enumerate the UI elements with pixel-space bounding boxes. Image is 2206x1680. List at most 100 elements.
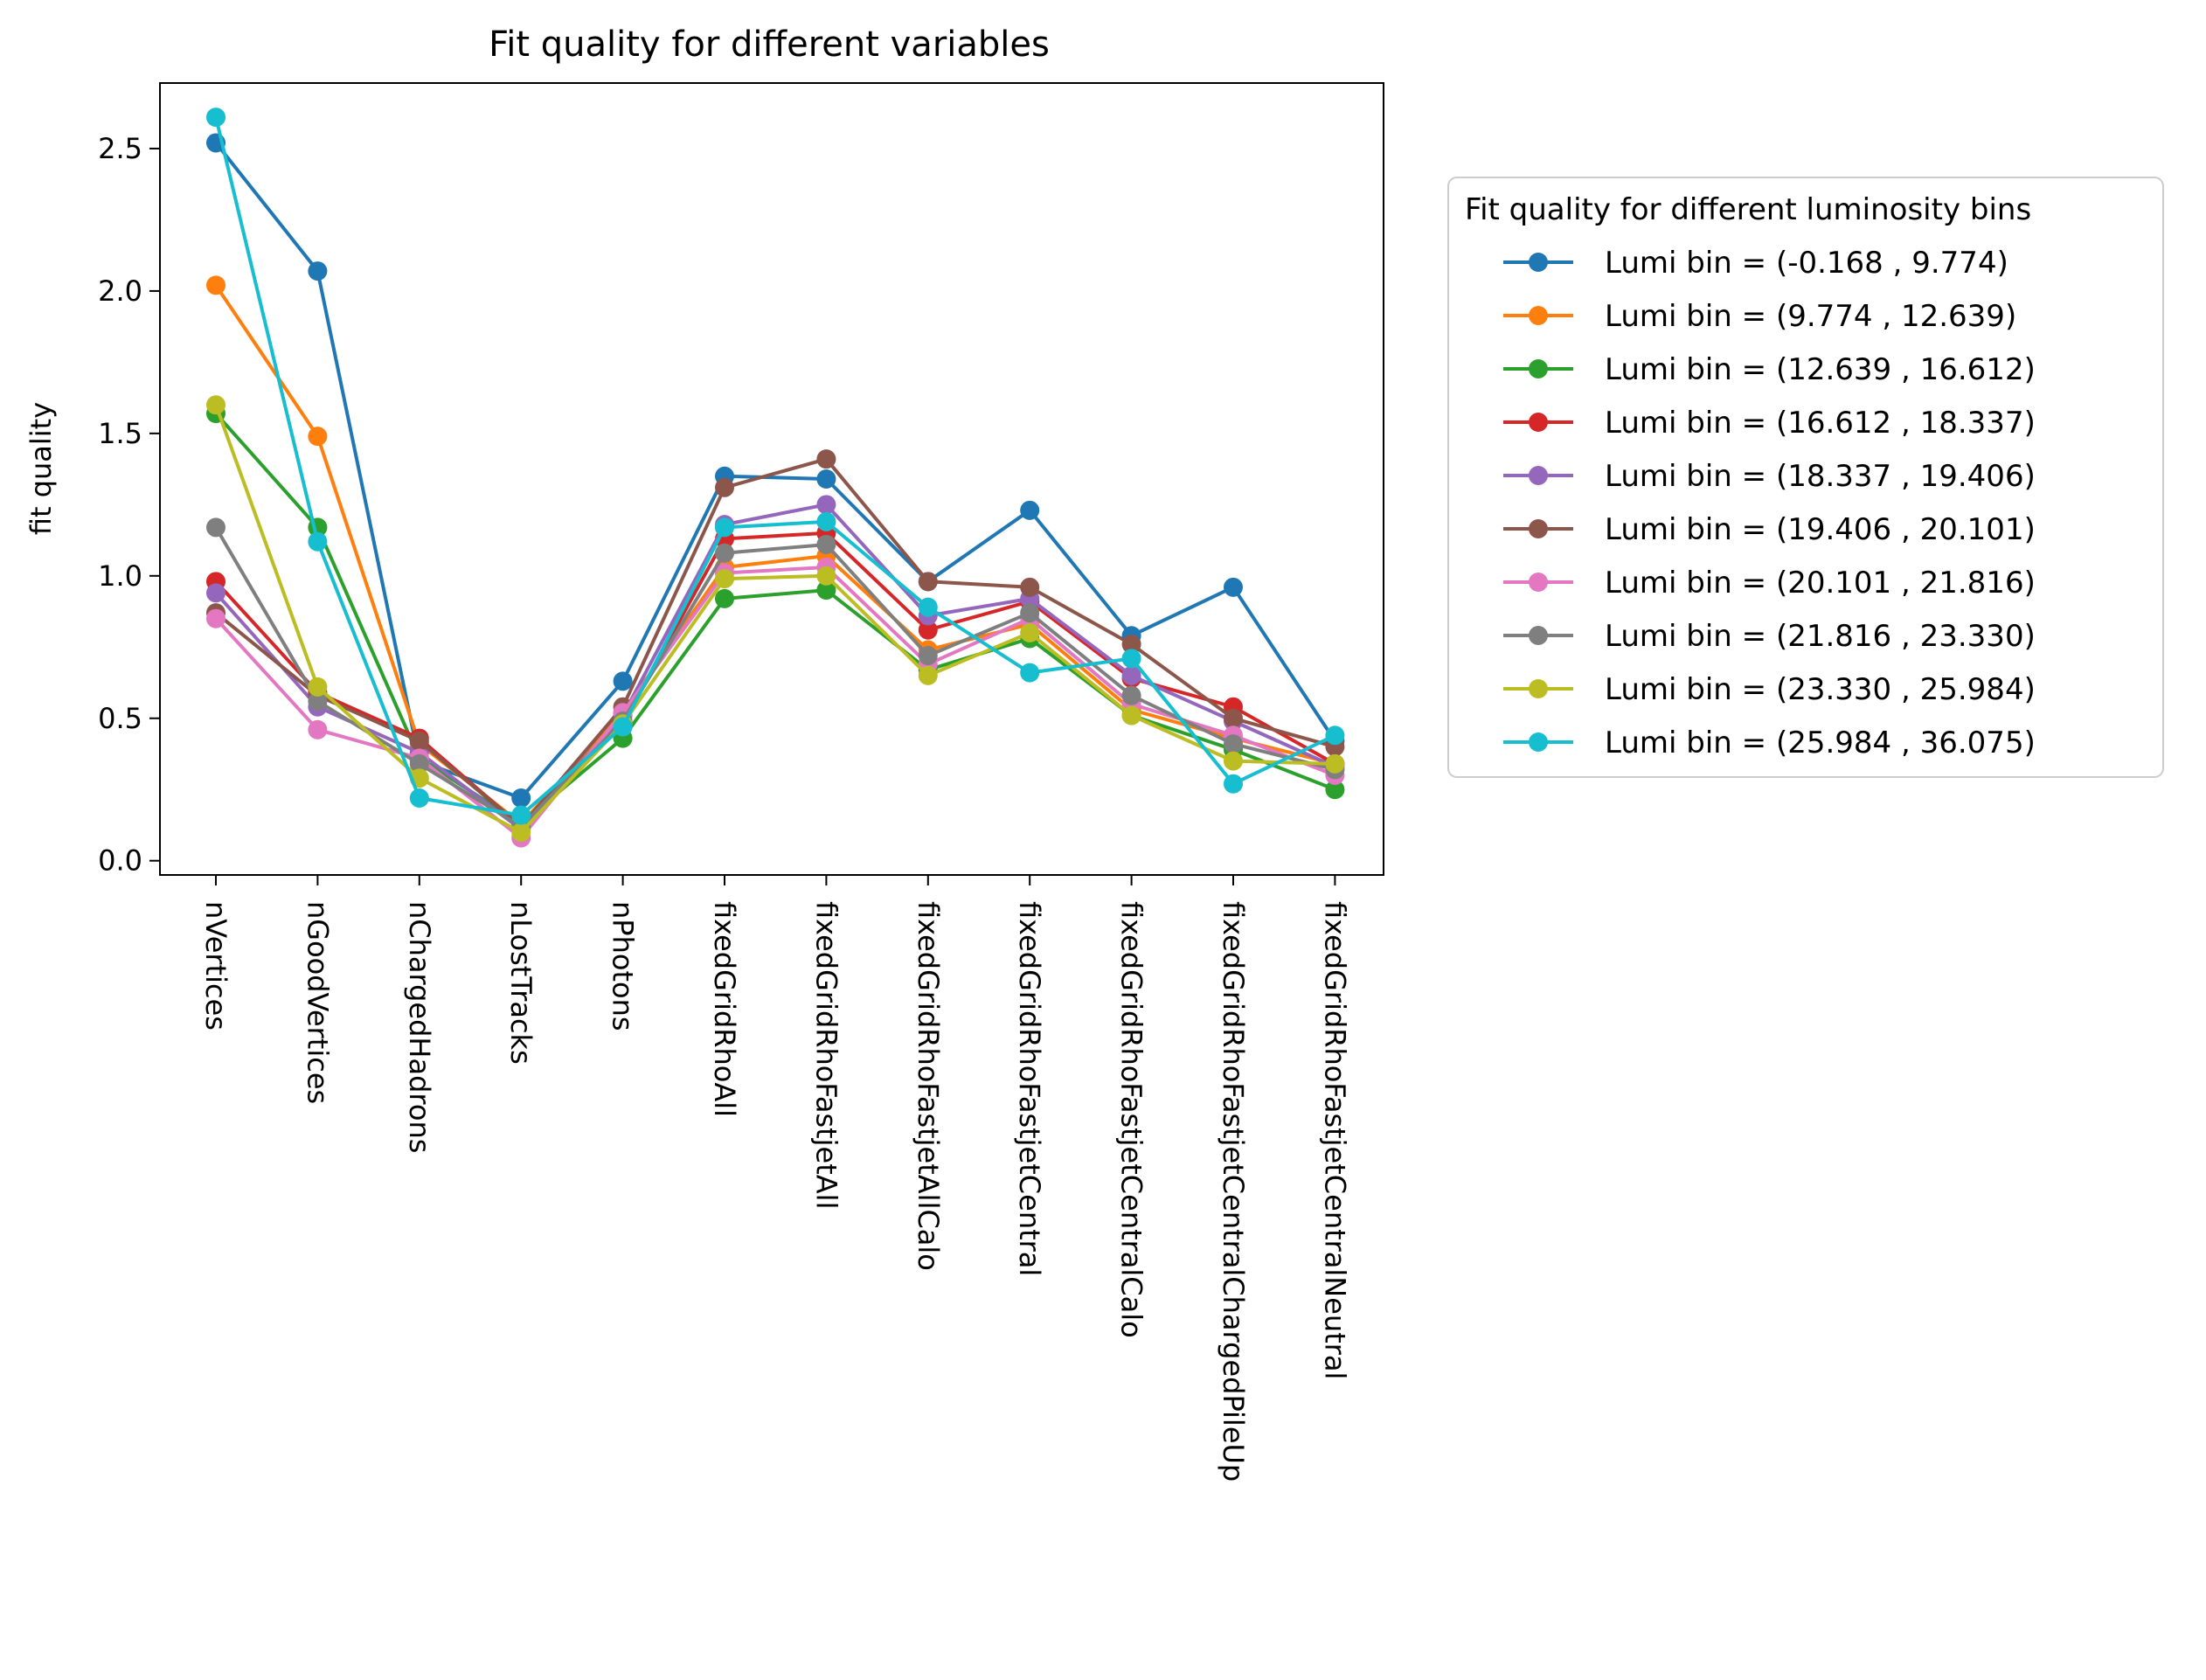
data-point bbox=[206, 583, 225, 603]
data-point bbox=[206, 395, 225, 415]
x-tick-label: nPhotons bbox=[607, 901, 640, 1031]
data-point bbox=[816, 495, 836, 515]
data-point bbox=[918, 646, 938, 666]
data-point bbox=[1020, 622, 1040, 642]
x-tick-label: nLostTracks bbox=[504, 901, 538, 1065]
legend-label: Lumi bin = (19.406 , 20.101) bbox=[1605, 512, 2036, 547]
data-point bbox=[1121, 705, 1141, 725]
data-point bbox=[206, 108, 225, 128]
legend: Fit quality for different luminosity bin… bbox=[1447, 177, 2164, 778]
legend-swatch-marker bbox=[1529, 626, 1548, 645]
legend-swatch-marker bbox=[1529, 466, 1548, 485]
x-tick-label: fixedGridRhoFastjetCentralCalo bbox=[1115, 901, 1148, 1338]
y-tick-label: 2.5 bbox=[98, 132, 142, 165]
legend-entry: Lumi bin = (21.816 , 23.330) bbox=[1503, 619, 2036, 654]
chart-title: Fit quality for different variables bbox=[489, 24, 1050, 65]
legend-entry: Lumi bin = (-0.168 , 9.774) bbox=[1503, 246, 2008, 281]
y-tick-label: 0.5 bbox=[98, 702, 142, 735]
data-point bbox=[308, 261, 328, 281]
data-point bbox=[308, 691, 328, 712]
data-point bbox=[816, 580, 836, 600]
x-tick-label: nChargedHadrons bbox=[403, 901, 436, 1153]
data-point bbox=[1325, 780, 1345, 800]
legend-entry: Lumi bin = (23.330 , 25.984) bbox=[1503, 672, 2036, 707]
legend-entries: Lumi bin = (-0.168 , 9.774) Lumi bin = (9… bbox=[1503, 246, 2036, 760]
data-point bbox=[511, 805, 531, 825]
y-tick-label: 0.0 bbox=[98, 844, 142, 878]
legend-title: Fit quality for different luminosity bin… bbox=[1465, 192, 2031, 227]
data-point bbox=[715, 543, 734, 563]
legend-entry: Lumi bin = (12.639 , 16.612) bbox=[1503, 352, 2036, 387]
data-point bbox=[1020, 577, 1040, 597]
legend-entry: Lumi bin = (19.406 , 20.101) bbox=[1503, 512, 2036, 547]
data-point bbox=[1020, 603, 1040, 623]
legend-swatch-marker bbox=[1529, 573, 1548, 592]
data-point bbox=[308, 677, 328, 697]
legend-swatch-marker bbox=[1529, 519, 1548, 538]
data-point bbox=[511, 788, 531, 809]
legend-entry: Lumi bin = (16.612 , 18.337) bbox=[1503, 406, 2036, 441]
x-tick-label: fixedGridRhoFastjetCentralNeutral bbox=[1318, 901, 1351, 1379]
data-point bbox=[918, 597, 938, 617]
legend-label: Lumi bin = (12.639 , 16.612) bbox=[1605, 352, 2036, 387]
data-point bbox=[409, 731, 429, 751]
legend-swatch-marker bbox=[1529, 359, 1548, 378]
data-point bbox=[308, 719, 328, 739]
data-point bbox=[816, 469, 836, 489]
series-layer bbox=[206, 108, 1345, 848]
plot-frame bbox=[159, 82, 1384, 876]
data-point bbox=[715, 588, 734, 608]
legend-swatch-marker bbox=[1529, 253, 1548, 272]
data-point bbox=[1224, 751, 1243, 771]
data-point bbox=[715, 477, 734, 497]
data-point bbox=[308, 531, 328, 552]
legend-swatch-marker bbox=[1529, 679, 1548, 698]
data-point bbox=[409, 753, 429, 774]
y-tick-label: 1.5 bbox=[98, 417, 142, 450]
legend-entry: Lumi bin = (25.984 , 36.075) bbox=[1503, 725, 2036, 760]
legend-label: Lumi bin = (23.330 , 25.984) bbox=[1605, 672, 2036, 707]
data-point bbox=[918, 572, 938, 592]
data-point bbox=[1224, 734, 1243, 754]
series-line bbox=[214, 116, 1336, 817]
legend-label: Lumi bin = (20.101 , 21.816) bbox=[1605, 566, 2036, 600]
data-point bbox=[715, 517, 734, 538]
legend-label: Lumi bin = (25.984 , 36.075) bbox=[1605, 725, 2036, 760]
data-point bbox=[206, 517, 225, 538]
x-tick-label: fixedGridRhoFastjetAllCalo bbox=[912, 901, 945, 1271]
series-line bbox=[214, 284, 1335, 826]
x-tick-label: fixedGridRhoFastjetCentralChargedPileUp bbox=[1217, 901, 1250, 1482]
y-axis: 0.0 0.5 1.0 1.5 2.0 2.5 bbox=[98, 132, 160, 878]
data-point bbox=[1121, 665, 1141, 685]
y-tick-label: 1.0 bbox=[98, 559, 142, 593]
legend-swatch-marker bbox=[1529, 413, 1548, 432]
data-point bbox=[1121, 685, 1141, 705]
data-point bbox=[816, 534, 836, 554]
data-point bbox=[1121, 635, 1141, 655]
data-point bbox=[1020, 663, 1040, 683]
legend-entry: Lumi bin = (9.774 , 12.639) bbox=[1503, 299, 2016, 334]
x-tick-label: fixedGridRhoFastjetCentral bbox=[1013, 901, 1046, 1276]
data-point bbox=[816, 511, 836, 531]
legend-label: Lumi bin = (21.816 , 23.330) bbox=[1605, 619, 2036, 654]
series-line bbox=[214, 503, 1336, 831]
data-point bbox=[613, 671, 633, 691]
series-line bbox=[214, 142, 1337, 800]
data-point bbox=[308, 427, 328, 447]
data-point bbox=[613, 717, 633, 737]
data-point bbox=[1224, 774, 1243, 794]
legend-label: Lumi bin = (9.774 , 12.639) bbox=[1605, 299, 2016, 334]
data-point bbox=[816, 449, 836, 469]
data-point bbox=[206, 608, 225, 628]
data-point bbox=[511, 823, 531, 843]
series-10 bbox=[206, 108, 1345, 825]
x-axis: nVertices nGoodVertices nChargedHadrons nLo… bbox=[199, 875, 1351, 1482]
legend-swatch-marker bbox=[1529, 306, 1548, 325]
x-tick-label: nGoodVertices bbox=[301, 901, 334, 1104]
legend-label: Lumi bin = (-0.168 , 9.774) bbox=[1605, 246, 2008, 281]
legend-label: Lumi bin = (18.337 , 19.406) bbox=[1605, 459, 2036, 494]
data-point bbox=[206, 275, 225, 295]
data-point bbox=[715, 569, 734, 589]
data-point bbox=[1325, 725, 1345, 746]
